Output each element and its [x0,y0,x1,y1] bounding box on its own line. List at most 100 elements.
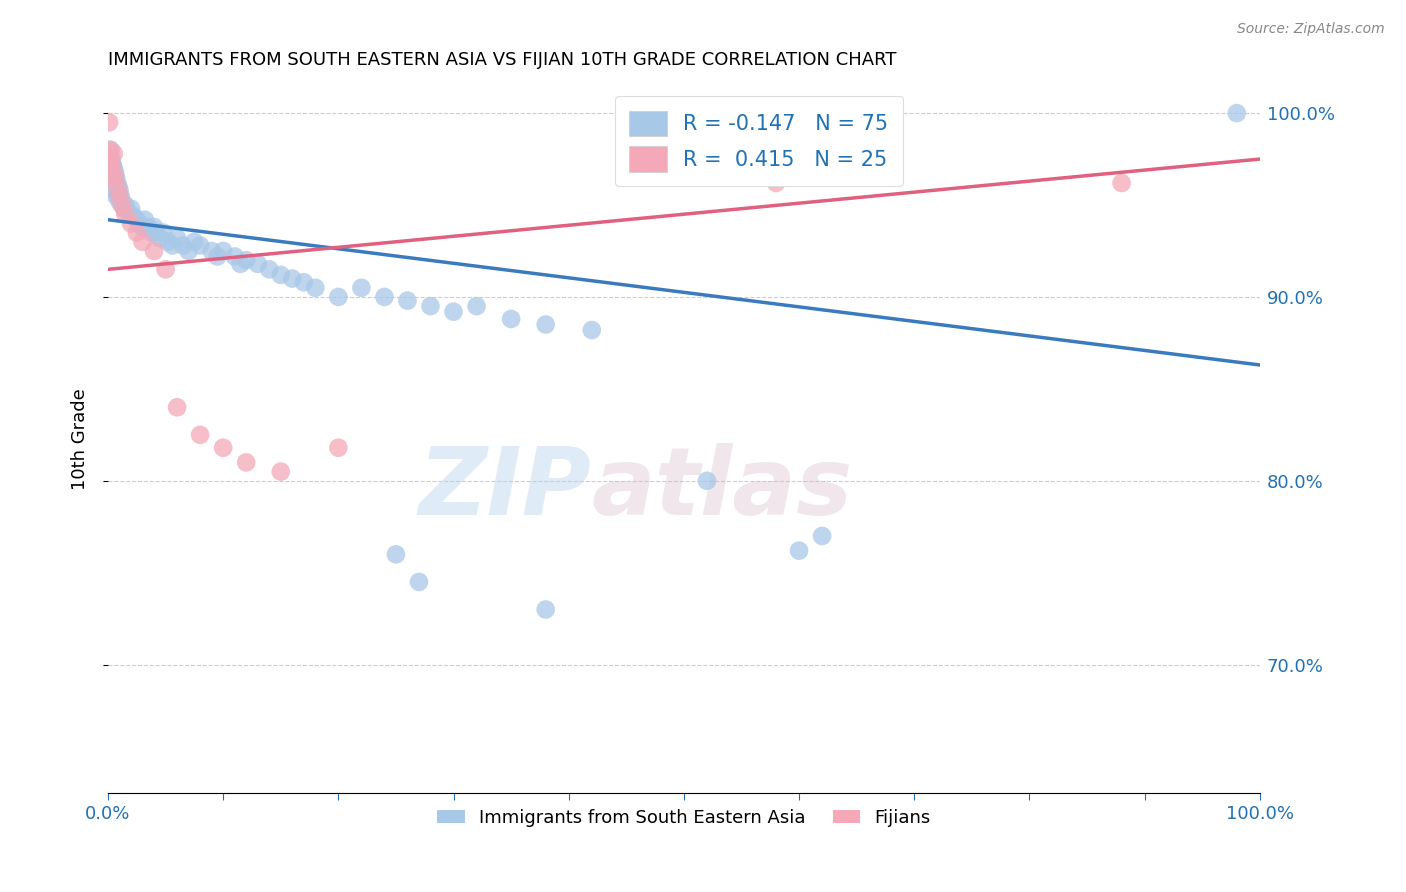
Point [98,143,121,157]
Point [224,250,246,264]
Point [101,165,124,179]
Point [104,170,127,185]
Point [408,574,430,589]
Point [166,231,188,245]
Point [292,275,315,289]
Point [162,238,184,252]
Point [212,441,235,455]
Point [156,235,179,249]
Point [465,299,488,313]
Point [257,262,280,277]
Point [120,216,142,230]
Point [177,244,200,258]
Point [235,253,257,268]
Point [122,209,145,223]
Point [183,235,205,249]
Point [501,312,523,326]
Point [373,290,395,304]
Text: Source: ZipAtlas.com: Source: ZipAtlas.com [1237,22,1385,37]
Text: ZIP: ZIP [419,443,592,535]
Point [396,293,419,308]
Point [111,198,134,212]
Point [101,170,124,185]
Point [103,146,125,161]
Point [149,231,172,245]
Point [105,179,128,194]
Point [120,202,142,216]
Point [188,427,211,442]
Point [131,220,153,235]
Point [108,194,131,209]
Point [534,602,557,616]
Point [328,290,350,304]
Point [212,244,235,258]
Point [385,547,408,561]
Point [98,115,121,129]
Point [105,170,128,185]
Point [103,170,125,185]
Point [112,202,135,216]
Point [111,198,134,212]
Point [787,543,810,558]
Point [105,183,128,197]
Point [880,152,903,166]
Point [128,216,150,230]
Point [104,165,127,179]
Point [100,161,122,176]
Point [125,212,148,227]
Point [105,179,128,194]
Point [696,474,718,488]
Legend: Immigrants from South Eastern Asia, Fijians: Immigrants from South Eastern Asia, Fiji… [430,801,938,834]
Point [105,189,128,203]
Point [443,304,465,318]
Point [270,268,292,282]
Point [765,176,787,190]
Point [229,257,252,271]
Point [304,281,326,295]
Point [155,262,177,277]
Point [141,226,163,240]
Point [145,226,167,240]
Point [207,250,229,264]
Point [107,189,129,203]
Point [110,189,132,203]
Point [143,220,166,235]
Point [1226,106,1249,120]
Point [134,212,156,227]
Point [100,152,122,166]
Text: IMMIGRANTS FROM SOUTH EASTERN ASIA VS FIJIAN 10TH GRADE CORRELATION CHART: IMMIGRANTS FROM SOUTH EASTERN ASIA VS FI… [108,51,897,69]
Point [103,161,125,176]
Point [201,244,224,258]
Point [108,189,131,203]
Point [125,226,148,240]
Text: atlas: atlas [592,443,853,535]
Point [100,157,122,171]
Point [581,323,603,337]
Point [143,244,166,258]
Point [101,165,124,179]
Point [98,152,121,166]
Point [108,183,131,197]
Point [246,257,269,271]
Point [1111,176,1133,190]
Y-axis label: 10th Grade: 10th Grade [72,389,89,491]
Point [107,179,129,194]
Point [188,238,211,252]
Point [270,465,292,479]
Point [350,281,373,295]
Point [118,207,141,221]
Point [104,183,127,197]
Point [136,220,159,235]
Point [101,157,124,171]
Point [152,226,174,240]
Point [105,176,128,190]
Point [328,441,350,455]
Point [111,194,134,209]
Point [534,318,557,332]
Point [115,202,138,216]
Point [103,176,125,190]
Point [98,143,121,157]
Point [114,207,136,221]
Point [235,455,257,469]
Point [281,271,304,285]
